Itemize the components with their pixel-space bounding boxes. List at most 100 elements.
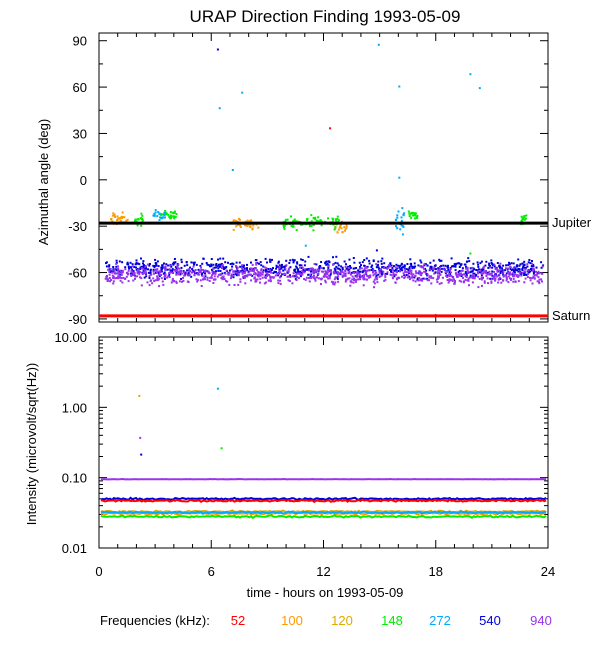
data-point-940: [414, 275, 416, 277]
data-point-940: [508, 275, 510, 277]
data-point-940: [493, 264, 495, 266]
data-point-940: [412, 279, 414, 281]
data-point-540: [230, 263, 232, 265]
data-point-940: [182, 277, 184, 279]
data-point-940: [109, 280, 111, 282]
data-point-940: [134, 278, 136, 280]
legend-item-272: 272: [429, 613, 451, 628]
data-point-540: [215, 267, 217, 269]
data-point-148: [135, 219, 137, 221]
data-point-540: [337, 278, 339, 280]
data-point-540: [355, 267, 357, 269]
data-point-940: [241, 264, 243, 266]
data-point-940: [314, 263, 316, 265]
data-point-940: [500, 282, 502, 284]
data-point-940: [130, 274, 132, 276]
data-point-940: [231, 276, 233, 278]
data-point-540: [219, 266, 221, 268]
data-point-940: [175, 274, 177, 276]
data-point-940: [348, 272, 350, 274]
data-point-940: [171, 282, 173, 284]
data-point-940: [437, 273, 439, 275]
data-point-940: [147, 281, 149, 283]
data-point-940: [111, 272, 113, 274]
data-point-540: [522, 263, 524, 265]
data-point-940: [310, 268, 312, 270]
data-point-540: [381, 263, 383, 265]
data-point-940: [251, 270, 253, 272]
data-point-940: [483, 266, 485, 268]
data-point-940: [279, 280, 281, 282]
data-point-940: [266, 275, 268, 277]
data-point-100: [110, 218, 112, 220]
data-point-540: [393, 265, 395, 267]
data-point-940: [403, 272, 405, 274]
data-point-940: [518, 274, 520, 276]
data-point-940: [137, 271, 139, 273]
data-point-940: [524, 268, 526, 270]
data-point-940: [332, 264, 334, 266]
data-point-540: [285, 260, 287, 262]
data-point-940: [503, 275, 505, 277]
data-point-540: [479, 262, 481, 264]
data-point-540: [395, 264, 397, 266]
data-point-940: [415, 270, 417, 272]
data-point-940: [445, 275, 447, 277]
data-point-540: [491, 262, 493, 264]
legend-item-540: 540: [479, 613, 501, 628]
data-point-940: [450, 272, 452, 274]
data-point-540: [432, 270, 434, 272]
data-point-940: [318, 277, 320, 279]
data-point-940: [158, 274, 160, 276]
data-point-940: [324, 280, 326, 282]
data-point-940: [427, 279, 429, 281]
data-point-540: [215, 264, 217, 266]
data-point-940: [200, 279, 202, 281]
data-point-940: [242, 276, 244, 278]
data-point-540: [211, 258, 213, 260]
intensity-spike: [217, 388, 219, 390]
data-point-940: [244, 275, 246, 277]
data-point-540: [310, 271, 312, 273]
data-point-940: [372, 269, 374, 271]
data-point-148: [320, 219, 322, 221]
data-point-540: [470, 271, 472, 273]
data-point-940: [273, 277, 275, 279]
data-point-540: [266, 262, 268, 264]
data-point-940: [363, 284, 365, 286]
data-point-940: [188, 268, 190, 270]
data-point-940: [353, 282, 355, 284]
data-point-940: [211, 274, 213, 276]
outlier-point: [469, 253, 471, 255]
data-point-940: [215, 273, 217, 275]
data-point-940: [365, 266, 367, 268]
data-point-272: [401, 224, 403, 226]
data-point-940: [259, 282, 261, 284]
data-point-540: [219, 258, 221, 260]
data-point-272: [396, 217, 398, 219]
data-point-540: [514, 271, 516, 273]
data-point-940: [509, 271, 511, 273]
data-point-940: [145, 266, 147, 268]
data-point-940: [353, 278, 355, 280]
data-point-540: [440, 260, 442, 262]
data-point-940: [524, 271, 526, 273]
data-point-540: [381, 258, 383, 260]
data-point-940: [292, 275, 294, 277]
data-point-540: [528, 261, 530, 263]
data-point-940: [201, 269, 203, 271]
data-point-148: [293, 219, 295, 221]
data-point-940: [164, 276, 166, 278]
data-point-540: [429, 262, 431, 264]
y-axis-label-azimuth: Azimuthal angle (deg): [36, 119, 51, 245]
data-point-940: [238, 273, 240, 275]
data-point-540: [412, 266, 414, 268]
data-point-940: [477, 286, 479, 288]
data-point-148: [317, 216, 319, 218]
data-point-940: [166, 277, 168, 279]
data-point-940: [265, 267, 267, 269]
data-point-540: [362, 271, 364, 273]
